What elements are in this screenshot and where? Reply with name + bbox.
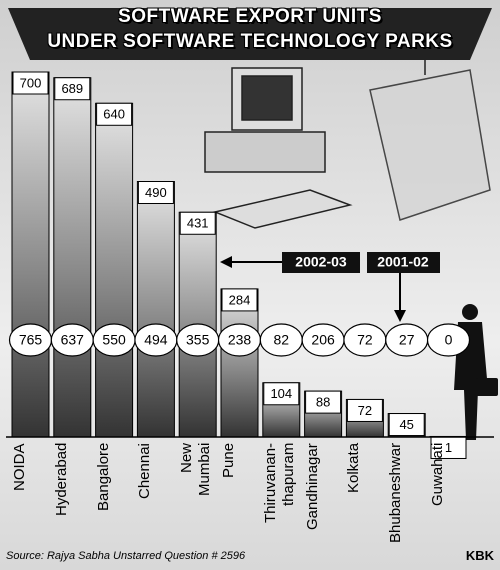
value-label: 82 bbox=[274, 332, 290, 348]
value-label: 637 bbox=[61, 332, 85, 348]
bar bbox=[11, 71, 50, 438]
bar bbox=[136, 181, 175, 438]
value-label: 1 bbox=[445, 440, 452, 455]
bars: 700 689 640 490 431 284 104 88 72 45 1 bbox=[11, 71, 468, 459]
value-label: 45 bbox=[399, 417, 413, 432]
x-tick-label: Pune bbox=[220, 443, 237, 479]
illustration bbox=[204, 20, 491, 229]
value-label: 284 bbox=[229, 292, 251, 307]
x-tick-label: Gandhinagar bbox=[303, 443, 321, 530]
value-label: 72 bbox=[357, 332, 373, 348]
value-label: 550 bbox=[102, 332, 126, 348]
value-label: 490 bbox=[145, 185, 167, 200]
value-label: 765 bbox=[19, 332, 43, 348]
series-label: 2002-03 bbox=[295, 254, 347, 270]
title-banner bbox=[8, 8, 492, 60]
value-box bbox=[346, 398, 383, 422]
value-box bbox=[221, 288, 258, 312]
series-label: 2001-02 bbox=[377, 254, 429, 270]
arrows bbox=[220, 252, 440, 322]
value-box bbox=[137, 181, 174, 204]
x-tick-label: Bangalore bbox=[94, 443, 112, 512]
x-tick-label: New Mumbai bbox=[178, 443, 214, 497]
value-oval bbox=[426, 323, 471, 357]
value-label: 355 bbox=[186, 332, 210, 348]
value-label: 0 bbox=[445, 332, 453, 348]
x-tick-label: NOIDA bbox=[11, 443, 28, 491]
value-label: 238 bbox=[228, 332, 252, 348]
x-tick-label: Hyderabad bbox=[52, 443, 70, 517]
chart-title: SOFTWARE EXPORT UNITS UNDER SOFTWARE TEC… bbox=[47, 6, 453, 52]
x-tick-label: Thiruvanan- thapuram bbox=[261, 443, 297, 524]
x-tick-label: Kolkata bbox=[345, 443, 363, 494]
value-label: 689 bbox=[61, 81, 83, 96]
x-tick-label: Bhubaneshwar bbox=[387, 443, 405, 544]
value-label: 494 bbox=[144, 332, 168, 348]
x-tick-label: Guwahati bbox=[429, 443, 446, 507]
x-tick-label: Chennai bbox=[136, 443, 154, 499]
value-label: 72 bbox=[358, 403, 372, 418]
businessman bbox=[454, 304, 498, 440]
value-box bbox=[54, 77, 91, 101]
value-box bbox=[179, 211, 216, 235]
value-box bbox=[388, 413, 425, 437]
value-label: 88 bbox=[316, 395, 330, 410]
source-note: Source: Rajya Sabha Unstarred Question #… bbox=[6, 550, 246, 562]
value-label: 206 bbox=[311, 332, 335, 348]
value-label: 640 bbox=[103, 107, 125, 122]
bar bbox=[95, 102, 134, 438]
value-label: 431 bbox=[187, 216, 209, 231]
value-label: 27 bbox=[399, 332, 415, 348]
value-box bbox=[305, 390, 342, 414]
bar bbox=[53, 77, 92, 438]
value-label: 104 bbox=[270, 386, 292, 401]
value-label: 700 bbox=[20, 75, 42, 90]
value-box bbox=[263, 382, 300, 406]
value-box bbox=[12, 71, 49, 95]
credit: KBK bbox=[465, 548, 494, 563]
value-box bbox=[96, 102, 133, 126]
